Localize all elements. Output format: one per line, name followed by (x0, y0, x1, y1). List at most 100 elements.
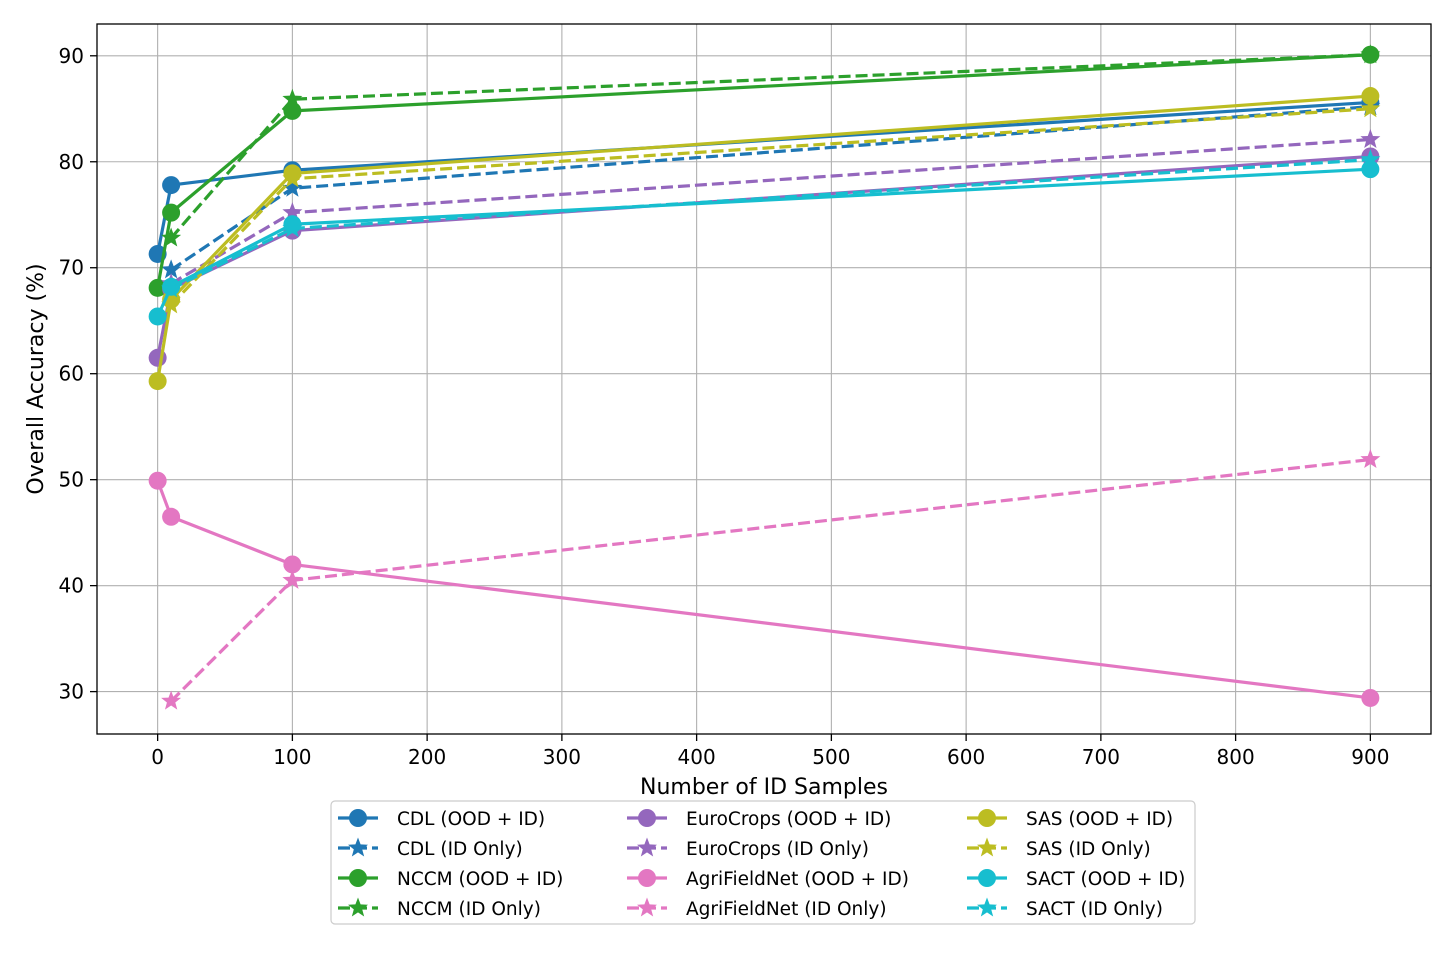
legend-marker (978, 809, 996, 827)
y-tick-label: 50 (59, 468, 84, 492)
legend-marker (977, 837, 997, 857)
data-point (148, 471, 167, 490)
data-point (282, 202, 303, 222)
series-line (169, 53, 1371, 240)
y-tick-label: 70 (59, 256, 84, 280)
x-tick-label: 600 (947, 745, 985, 769)
data-point (162, 203, 181, 222)
grid (97, 24, 1431, 734)
data-point (283, 555, 302, 574)
x-tick-label: 0 (151, 745, 164, 769)
data-point (148, 307, 167, 326)
y-tick-label: 80 (59, 150, 84, 174)
x-tick-label: 500 (812, 745, 850, 769)
legend-label: EuroCrops (OOD + ID) (686, 809, 891, 830)
legend-item: NCCM (ID Only) (338, 897, 541, 920)
x-tick-label: 800 (1217, 745, 1255, 769)
data-point (161, 278, 182, 298)
series-line (156, 154, 1371, 359)
legend-label: SAS (ID Only) (1026, 839, 1151, 860)
x-tick-label: 400 (678, 745, 716, 769)
series-line (156, 53, 1371, 289)
data-point (161, 259, 182, 279)
data-point (1360, 129, 1381, 148)
data-point (282, 168, 303, 188)
series-layer (148, 44, 1381, 710)
x-tick-label: 200 (408, 745, 446, 769)
legend-label: NCCM (OOD + ID) (397, 869, 563, 890)
legend-item: SACT (ID Only) (967, 897, 1163, 920)
data-point (1361, 87, 1380, 106)
legend-label: AgriFieldNet (OOD + ID) (686, 869, 909, 890)
legend-item: CDL (ID Only) (338, 837, 523, 860)
data-point (282, 218, 303, 238)
data-point (1360, 449, 1381, 469)
x-tick-label: 300 (543, 745, 581, 769)
series-line (156, 167, 1371, 318)
legend-label: SAS (OOD + ID) (1026, 809, 1173, 830)
data-point (148, 278, 167, 297)
series-line (156, 94, 1371, 382)
legend-label: SACT (ID Only) (1026, 899, 1163, 920)
data-point (161, 690, 182, 710)
y-axis-ticks: 30 40 50 60 70 80 90 (59, 44, 97, 704)
legend-item: CDL (OOD + ID) (338, 809, 545, 830)
legend-item: EuroCrops (OOD + ID) (627, 809, 891, 830)
plot-frame (96, 23, 1432, 735)
data-point (161, 294, 182, 314)
legend-marker (348, 837, 368, 857)
series-group (161, 44, 1381, 247)
legend-item: SAS (OOD + ID) (967, 809, 1173, 830)
data-point (161, 227, 182, 247)
legend-label: AgriFieldNet (ID Only) (686, 899, 887, 920)
x-tick-label: 900 (1351, 745, 1389, 769)
data-point (162, 176, 181, 195)
legend-label: SACT (OOD + ID) (1026, 869, 1185, 890)
legend-item: AgriFieldNet (ID Only) (627, 897, 887, 920)
legend-box (330, 800, 1196, 925)
data-point (148, 372, 167, 391)
x-tick-label: 100 (273, 745, 311, 769)
x-tick-label: 700 (1082, 745, 1120, 769)
data-point (1360, 44, 1381, 64)
series-line (156, 480, 1371, 700)
series-group (161, 149, 1381, 298)
series-group (161, 449, 1381, 710)
legend-item: SAS (ID Only) (967, 837, 1151, 860)
y-axis-label: Overall Accuracy (%) (24, 263, 49, 494)
legend-label: NCCM (ID Only) (397, 899, 541, 920)
legend-label: CDL (OOD + ID) (397, 809, 545, 830)
data-point (1361, 688, 1380, 707)
data-point (162, 507, 181, 526)
data-point (1360, 149, 1381, 169)
legend-item: AgriFieldNet (OOD + ID) (627, 869, 909, 890)
y-tick-label: 90 (59, 44, 84, 68)
legend-marker (978, 869, 996, 887)
legend-marker (349, 869, 367, 887)
data-point (1360, 98, 1381, 118)
x-axis-ticks: 0 100 200 300 400 500 600 700 800 900 (151, 734, 1389, 769)
legend-marker (638, 809, 656, 827)
data-point (282, 88, 303, 108)
legend-item: SACT (OOD + ID) (967, 869, 1185, 890)
y-tick-label: 30 (59, 680, 84, 704)
series-group (161, 98, 1381, 314)
data-point (282, 177, 303, 197)
legend-marker (638, 869, 656, 887)
legend-label: EuroCrops (ID Only) (686, 839, 869, 860)
legend: CDL (OOD + ID) CDL (ID Only) NCCM (OOD + I… (330, 800, 1196, 925)
y-tick-label: 60 (59, 362, 84, 386)
series-line (170, 158, 1371, 291)
x-axis-label: Number of ID Samples (640, 775, 888, 800)
legend-item: EuroCrops (ID Only) (627, 837, 869, 860)
legend-marker (637, 837, 657, 857)
legend-label: CDL (ID Only) (397, 839, 523, 860)
legend-marker (349, 809, 367, 827)
series-group (148, 471, 1380, 707)
legend-item: NCCM (OOD + ID) (338, 869, 563, 890)
legend-marker (977, 897, 997, 917)
y-tick-label: 40 (59, 574, 84, 598)
data-point (282, 569, 303, 589)
legend-marker (348, 897, 368, 917)
